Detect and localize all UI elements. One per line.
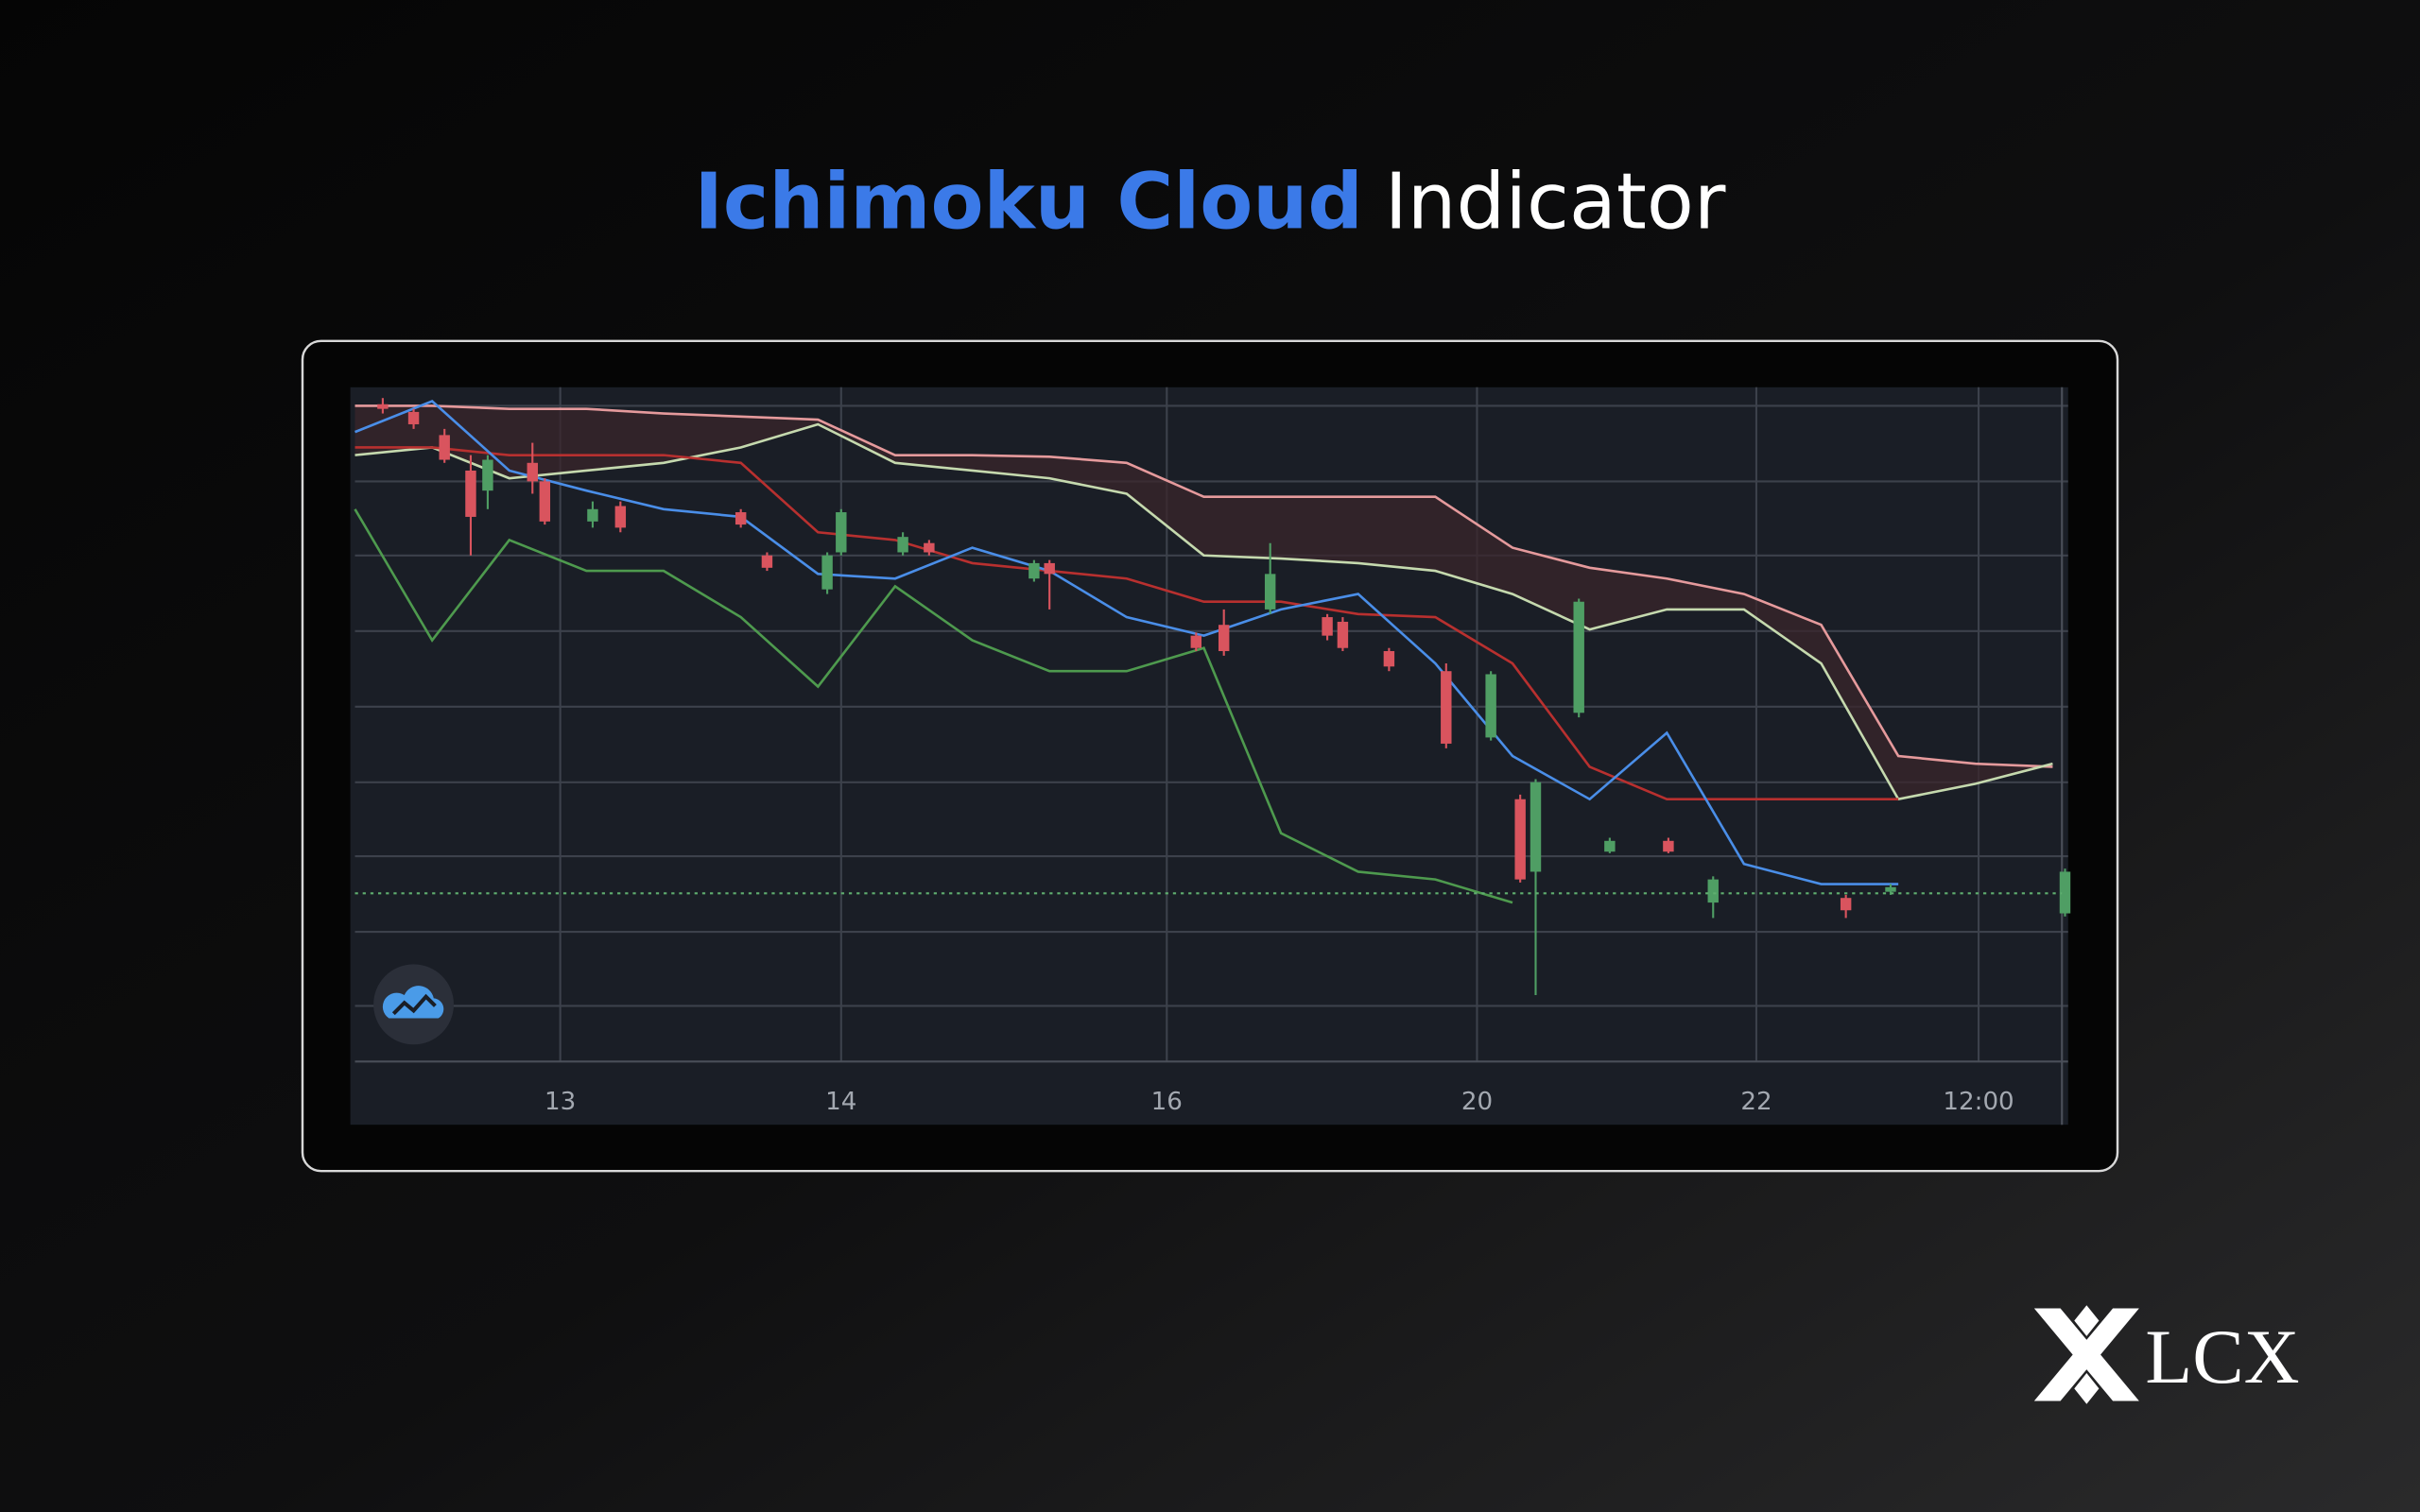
- title-highlight: Ichimoku Cloud: [695, 158, 1363, 248]
- candle-body: [1218, 625, 1230, 651]
- candle-body: [735, 512, 747, 525]
- cloud-fill: [354, 405, 2053, 799]
- candle-body: [1885, 886, 1896, 892]
- indicator-line: [354, 446, 1899, 801]
- candle-body: [897, 537, 908, 553]
- candle-body: [924, 542, 935, 553]
- candle-body: [539, 481, 551, 522]
- candle-body: [1485, 674, 1496, 738]
- candle-body: [1264, 574, 1276, 610]
- candle-body: [377, 404, 389, 409]
- candle-body: [1044, 562, 1055, 575]
- candle-body: [1028, 562, 1040, 579]
- candle-body: [1840, 898, 1852, 911]
- candle-body: [407, 411, 420, 424]
- candle-body: [1530, 782, 1542, 872]
- candle-body: [587, 508, 598, 522]
- x-tick-label: 14: [825, 1088, 856, 1116]
- candle-body: [836, 512, 847, 553]
- x-tick-label: 22: [1740, 1088, 1772, 1116]
- candle-body: [1190, 635, 1202, 648]
- brand-name: LCX: [2145, 1314, 2299, 1400]
- chart-icon: [373, 964, 454, 1045]
- x-tick-label: 16: [1151, 1088, 1183, 1116]
- candle-body: [527, 462, 538, 482]
- candle-body: [1514, 799, 1526, 880]
- plot: 13 14 16 20 22 12:00: [354, 387, 2071, 1125]
- candle-body: [1573, 601, 1584, 713]
- indicator-line: [354, 399, 1899, 885]
- candle-body: [1337, 621, 1349, 648]
- candle-body: [1604, 840, 1616, 852]
- candle-body: [482, 459, 493, 491]
- candle-body: [821, 555, 833, 590]
- title-rest: Indicator: [1385, 158, 1726, 248]
- indicator-line: [354, 404, 2053, 768]
- indicator-line: [354, 422, 2053, 801]
- candle-body: [2059, 871, 2071, 914]
- candle-body: [1322, 617, 1333, 636]
- candle-body: [439, 435, 450, 460]
- candle-body: [1707, 879, 1719, 903]
- brand-logo: LCX: [2033, 1305, 2300, 1404]
- candle-body: [1383, 650, 1395, 667]
- x-tick-label: 20: [1461, 1088, 1493, 1116]
- x-tick-label: 12:00: [1943, 1088, 2014, 1116]
- candle-body: [614, 506, 627, 528]
- candle-body: [465, 470, 476, 517]
- x-tick-label: 13: [544, 1088, 576, 1116]
- candle-body: [1441, 671, 1452, 744]
- indicator-line: [354, 508, 1513, 904]
- candle-body: [761, 555, 773, 568]
- candle-body: [1663, 840, 1674, 852]
- page-title: Ichimoku Cloud Indicator: [695, 158, 1726, 248]
